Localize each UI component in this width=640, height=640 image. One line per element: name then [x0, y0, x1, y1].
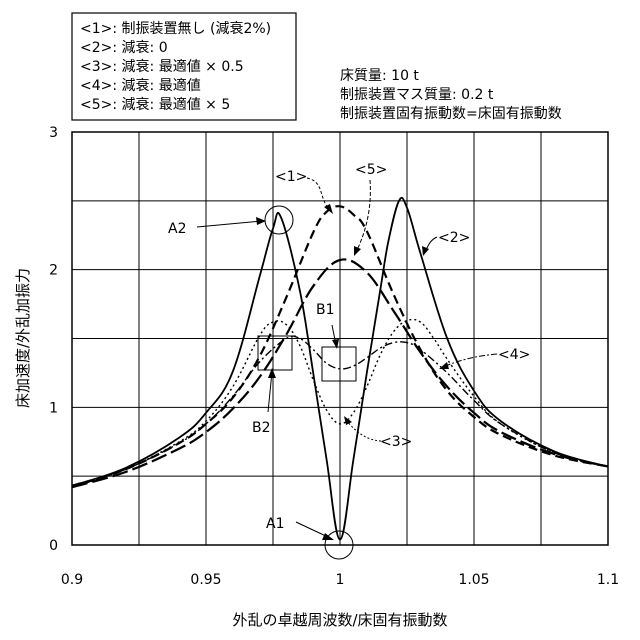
legend-entry-3: <3>: 減衰: 最適値 × 0.5 [80, 58, 244, 75]
annotation-a1: A1 [266, 516, 284, 532]
legend-entry-4: <4>: 減衰: 最適値 [80, 77, 201, 94]
x-tick-label: 1.1 [597, 572, 619, 588]
y-tick-label: 2 [49, 263, 58, 279]
info-floor-mass: 床質量: 10 t [340, 68, 419, 84]
x-tick-labels: 0.9 0.95 1 1.05 1.1 [61, 572, 619, 588]
y-tick-label: 3 [49, 125, 58, 141]
grid [72, 132, 608, 545]
x-tick-label: 0.9 [61, 572, 83, 588]
a2-marker [265, 206, 293, 234]
y-axis-title: 床加速度/外乱加振力 [14, 268, 32, 408]
x-tick-label: 0.95 [190, 572, 221, 588]
y-tick-label: 1 [49, 400, 58, 416]
annotation-series-3: <3> [380, 434, 412, 450]
x-tick-label: 1.05 [458, 572, 489, 588]
legend-entry-1: <1>: 制振装置無し (減衰2%) [80, 20, 271, 37]
info-damper-frequency: 制振装置固有振動数=床固有振動数 [340, 106, 562, 122]
annotation-b1: B1 [316, 302, 335, 318]
y-tick-label: 0 [49, 538, 58, 554]
annotation-series-1: <1> [275, 169, 307, 185]
b1-marker [322, 347, 356, 381]
info-damper-mass: 制振装置マス質量: 0.2 t [340, 87, 494, 103]
legend-entry-5: <5>: 減衰: 最適値 × 5 [80, 96, 230, 113]
annotation-series-5: <5> [355, 162, 387, 178]
x-axis-title: 外乱の卓越周波数/床固有振動数 [232, 611, 447, 629]
x-tick-label: 1 [336, 572, 345, 588]
b2-marker [258, 336, 292, 370]
annotation-series-4: <4> [498, 347, 530, 363]
y-tick-labels: 0 1 2 3 [49, 125, 58, 554]
annotation-a2: A2 [168, 221, 186, 237]
annotation-b2: B2 [252, 420, 271, 436]
legend-entry-2: <2>: 減衰: 0 [80, 39, 168, 56]
annotation-series-2: <2> [438, 230, 470, 246]
